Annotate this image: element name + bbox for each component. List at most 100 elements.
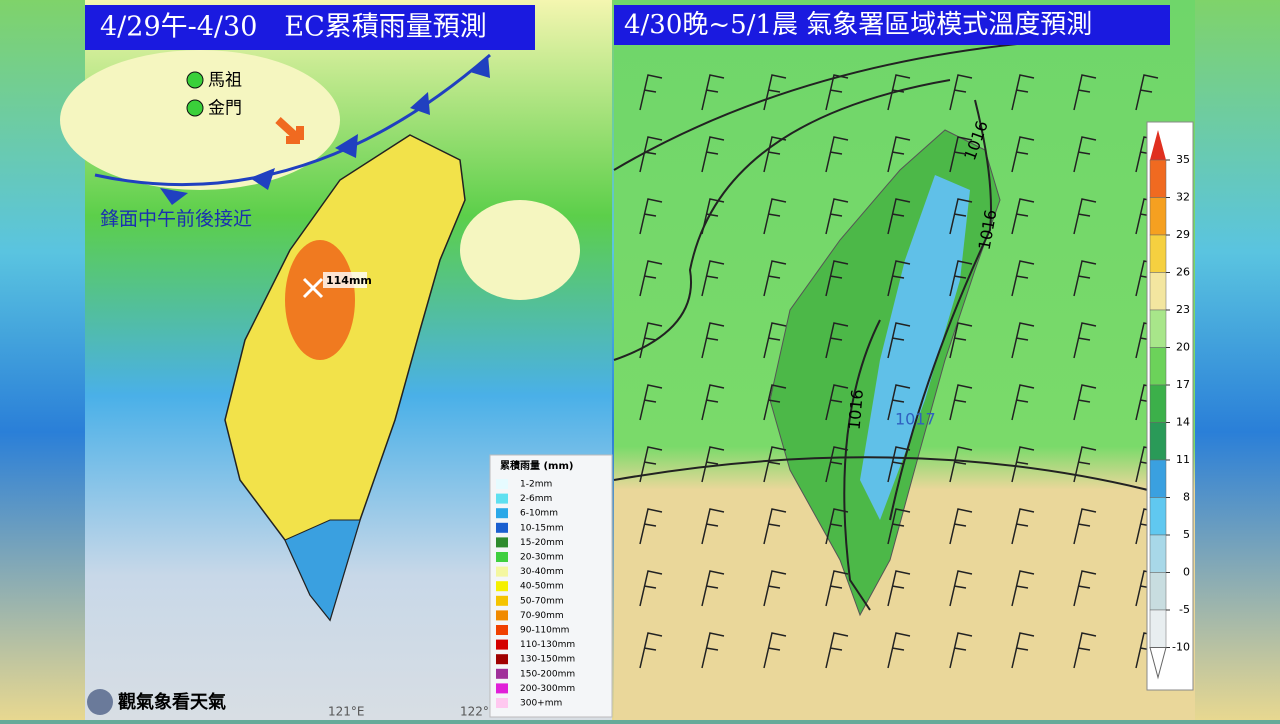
colorbar-segment	[1149, 422, 1167, 461]
legend-swatch	[496, 581, 508, 592]
wind-barb	[887, 322, 911, 359]
legend-label: 1-2mm	[520, 480, 552, 490]
temp-map: 1016 1016 1016 1017 35322926232017141185…	[613, 0, 1195, 720]
legend-box	[489, 454, 613, 718]
colorbar-segment	[1149, 272, 1167, 311]
wind-barb	[701, 570, 725, 607]
front-label: 鋒面中午前後接近	[100, 208, 252, 230]
colorbar-segment	[1149, 497, 1167, 536]
colorbar-label: -10	[1172, 641, 1190, 654]
wind-barb	[1073, 508, 1097, 545]
wind-barb	[639, 632, 663, 669]
wind-barb	[949, 632, 973, 669]
legend-swatch	[496, 479, 508, 489]
station-label: 金門	[208, 99, 242, 119]
wind-barb	[887, 570, 911, 607]
wind-barb	[825, 198, 849, 235]
wind-barb	[1073, 384, 1097, 421]
front-line	[94, 53, 491, 187]
legend-swatch	[496, 493, 508, 504]
wind-barb	[701, 74, 725, 111]
colorbar-label: 14	[1176, 416, 1190, 429]
colorbar-label: 32	[1176, 191, 1190, 204]
wind-barb	[1073, 74, 1097, 111]
rain-max-area	[285, 240, 355, 360]
wind-barb	[1135, 74, 1159, 111]
wind-barb	[949, 322, 973, 359]
wind-barb	[701, 198, 725, 235]
wind-barb	[1011, 446, 1035, 483]
wind-barb	[949, 570, 973, 607]
max-label: 114mm	[326, 274, 372, 287]
legend-swatch	[496, 552, 508, 562]
isobar-label: 1016	[845, 389, 867, 431]
colorbar: 35 32 29 26 23 20 17 14 11 8 5 0 -5 -10	[1149, 130, 1190, 680]
colorbar-segment	[1149, 347, 1167, 386]
legend-swatch	[496, 508, 508, 519]
legend-label: 110-130mm	[520, 640, 575, 650]
wind-barb	[639, 508, 663, 545]
wind-barb	[887, 260, 911, 297]
legend-label: 90-110mm	[520, 626, 569, 636]
colorbar-segment	[1149, 197, 1167, 236]
colorbar-label: 0	[1183, 566, 1190, 579]
colorbar-cap	[1150, 130, 1166, 160]
lon-label: 121°E	[328, 705, 365, 719]
wind-barb	[763, 322, 787, 359]
wind-barb	[639, 322, 663, 359]
title: 4/30晚~5/1晨 氣象署區域模式溫度預測	[624, 10, 1092, 40]
wind-barb	[949, 74, 973, 111]
wind-barb	[1073, 632, 1097, 669]
mountain-cool	[860, 175, 970, 520]
legend-label: 15-20mm	[520, 538, 564, 548]
wind-barbs	[639, 74, 1159, 669]
colorbar-segment	[1149, 609, 1167, 648]
colorbar-label: 29	[1176, 228, 1190, 241]
wind-barb	[763, 446, 787, 483]
isobar-label: 1017	[895, 410, 936, 429]
wind-barb	[639, 74, 663, 111]
wind-barb	[639, 136, 663, 173]
wind-barb	[1011, 260, 1035, 297]
legend-label: 30-40mm	[520, 567, 564, 577]
colorbar-segment	[1149, 234, 1167, 273]
wind-barb	[887, 446, 911, 483]
colorbar-label: 5	[1183, 528, 1190, 541]
title-box	[85, 5, 535, 50]
wind-barb	[825, 446, 849, 483]
legend-swatch	[496, 625, 508, 635]
wind-barb	[1011, 198, 1035, 235]
wind-barb	[701, 260, 725, 297]
wind-barb	[887, 136, 911, 173]
legend-swatch	[496, 537, 508, 548]
rain-area	[460, 200, 580, 300]
colorbar-label: 23	[1176, 303, 1190, 316]
station-dot	[186, 99, 204, 117]
wind-barb	[763, 570, 787, 607]
watermark: 觀氣象看天氣	[118, 691, 226, 713]
colorbar-segment	[1149, 534, 1167, 573]
wind-barb	[825, 322, 849, 359]
wind-barb	[763, 508, 787, 545]
front-tri	[410, 92, 430, 115]
colorbar-label: 35	[1176, 153, 1190, 166]
wind-barb	[825, 632, 849, 669]
legend-label: 50-70mm	[520, 596, 564, 606]
wind-barb	[1011, 632, 1035, 669]
wind-barb	[825, 260, 849, 297]
wind-barb	[949, 198, 973, 235]
legend: 1-2mm 2-6mm 6-10mm 10-15mm 15-20mm 20-30mm 30-…	[496, 479, 575, 709]
wind-barb	[763, 632, 787, 669]
legend-swatch	[496, 654, 508, 665]
wind-barb	[887, 74, 911, 111]
legend-swatch	[496, 639, 508, 650]
south-taiwan	[284, 519, 361, 622]
legend-swatch	[496, 683, 508, 694]
wind-barb	[887, 198, 911, 235]
wind-barb	[763, 260, 787, 297]
wind-barb	[825, 74, 849, 111]
front-tri	[470, 55, 490, 78]
logo	[87, 689, 113, 715]
wind-barb	[701, 384, 725, 421]
